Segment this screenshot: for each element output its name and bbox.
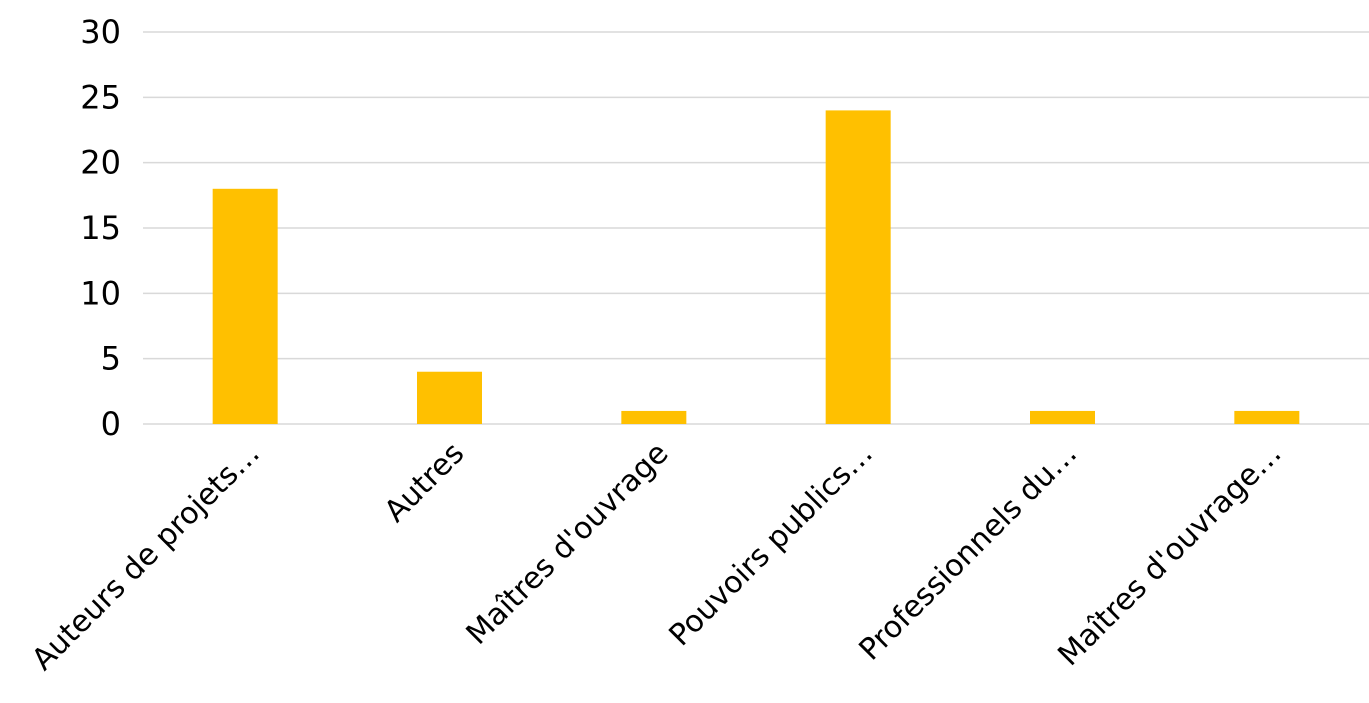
y-tick-label: 25 [80, 78, 121, 116]
x-category-label: Maîtres d'ouvrage… [1051, 436, 1288, 673]
y-tick-label: 0 [101, 405, 121, 443]
y-tick-label: 10 [80, 274, 121, 312]
y-tick-label: 20 [80, 144, 121, 182]
y-tick-label: 5 [101, 340, 121, 378]
x-category-label: Auteurs de projets… [25, 436, 267, 678]
y-tick-label: 30 [80, 13, 121, 51]
x-category-label: Professionnels du… [853, 436, 1085, 668]
x-category-label: Pouvoirs publics… [663, 436, 880, 653]
bar [621, 410, 687, 424]
x-category-label: Autres [378, 436, 471, 529]
bars [212, 110, 1300, 425]
bar [212, 188, 278, 424]
gridlines [143, 31, 1369, 425]
bar [1234, 410, 1300, 424]
y-axis-tick-labels: 0 5 10 15 20 25 30 [80, 13, 121, 443]
bar [417, 371, 482, 424]
bar [825, 110, 891, 425]
bar [1030, 410, 1095, 424]
y-tick-label: 15 [80, 209, 121, 247]
x-category-label: Maîtres d'ouvrage [460, 436, 676, 652]
